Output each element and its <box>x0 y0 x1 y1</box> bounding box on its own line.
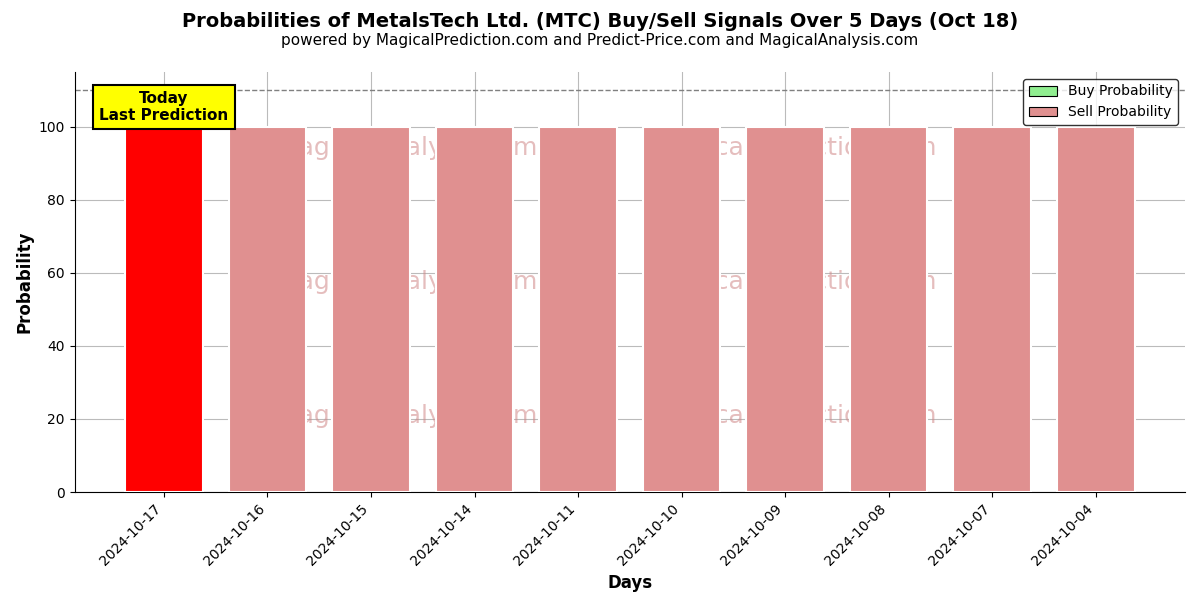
Bar <box>850 127 928 492</box>
Text: MagicalAnalysis.com: MagicalAnalysis.com <box>277 404 538 428</box>
Bar <box>436 127 514 492</box>
Text: powered by MagicalPrediction.com and Predict-Price.com and MagicalAnalysis.com: powered by MagicalPrediction.com and Pre… <box>281 33 919 48</box>
Bar <box>1057 127 1134 492</box>
Text: Today
Last Prediction: Today Last Prediction <box>100 91 228 123</box>
Text: MagicalAnalysis.com: MagicalAnalysis.com <box>277 136 538 160</box>
Bar <box>332 127 410 492</box>
Text: MagicalPrediction.com: MagicalPrediction.com <box>655 136 937 160</box>
Bar <box>539 127 617 492</box>
Text: Probabilities of MetalsTech Ltd. (MTC) Buy/Sell Signals Over 5 Days (Oct 18): Probabilities of MetalsTech Ltd. (MTC) B… <box>182 12 1018 31</box>
Y-axis label: Probability: Probability <box>16 231 34 333</box>
Text: MagicalPrediction.com: MagicalPrediction.com <box>655 270 937 294</box>
Bar <box>125 127 203 492</box>
X-axis label: Days: Days <box>607 574 653 592</box>
Text: MagicalPrediction.com: MagicalPrediction.com <box>655 404 937 428</box>
Bar <box>953 127 1031 492</box>
Bar <box>643 127 720 492</box>
Text: MagicalAnalysis.com: MagicalAnalysis.com <box>277 270 538 294</box>
Bar <box>229 127 306 492</box>
Legend: Buy Probability, Sell Probability: Buy Probability, Sell Probability <box>1024 79 1178 125</box>
Bar <box>746 127 824 492</box>
